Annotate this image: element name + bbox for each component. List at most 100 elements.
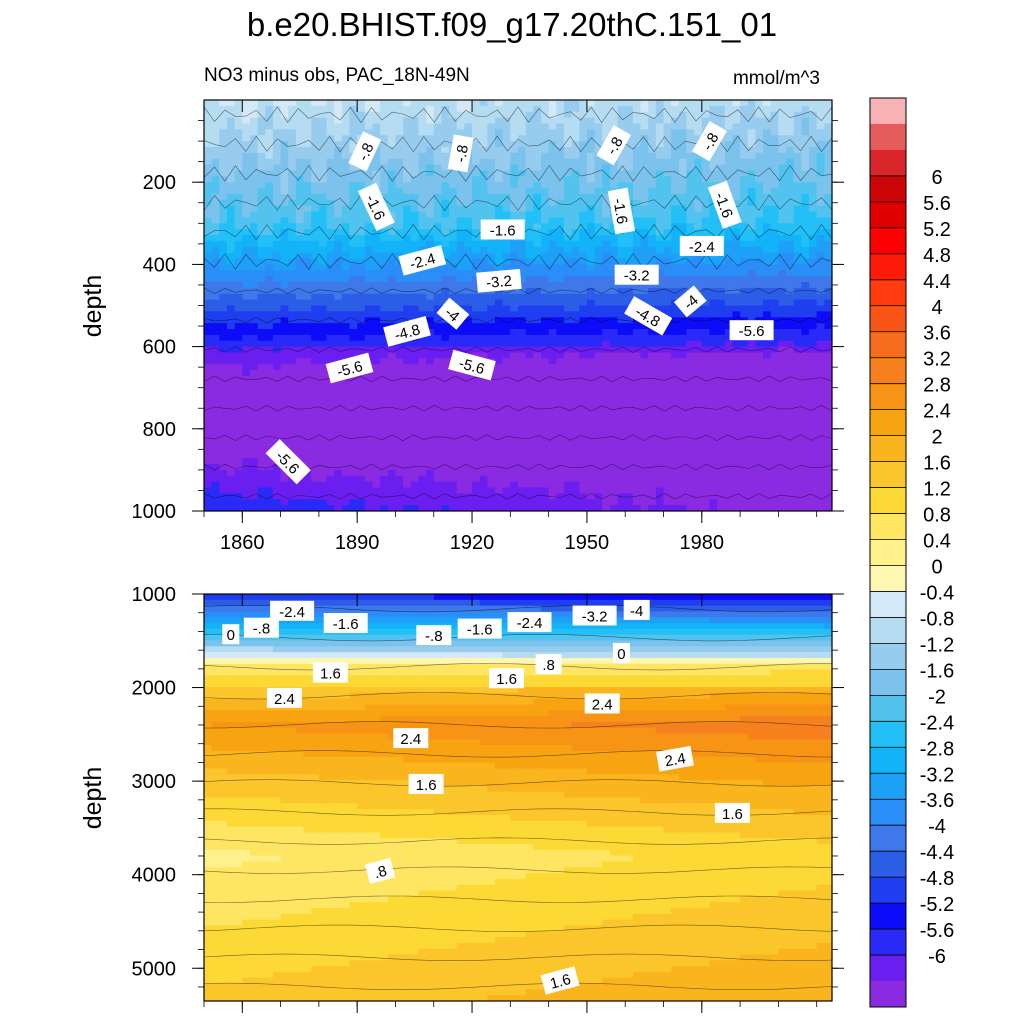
field-cell xyxy=(204,311,213,318)
field-cell xyxy=(709,393,718,401)
field-cell xyxy=(418,176,427,183)
field-cell xyxy=(410,469,420,477)
field-cell xyxy=(510,434,519,442)
field-cell xyxy=(678,417,688,424)
field-cell xyxy=(717,364,726,371)
field-cell xyxy=(632,188,642,195)
field-cell xyxy=(701,422,711,430)
field-cell xyxy=(487,264,496,271)
field-cell xyxy=(341,129,351,136)
field-cell xyxy=(694,317,703,324)
field-cell xyxy=(709,264,718,271)
field-cell xyxy=(594,188,603,195)
field-cell xyxy=(747,193,757,201)
field-cell xyxy=(387,422,397,430)
field-cell xyxy=(678,164,688,172)
field-cell xyxy=(556,299,565,307)
field-cell xyxy=(525,100,534,107)
field-cell xyxy=(410,129,420,136)
field-cell xyxy=(586,111,596,119)
field-cell xyxy=(632,199,642,207)
field-cell xyxy=(640,458,649,465)
field-cell xyxy=(740,141,749,148)
field-cell xyxy=(556,464,565,471)
field-cell xyxy=(479,293,488,301)
field-cell xyxy=(724,352,734,359)
field-cell xyxy=(334,199,343,207)
field-cell xyxy=(533,364,542,371)
field-cell xyxy=(571,299,580,307)
field-cell xyxy=(410,434,420,442)
field-cell xyxy=(740,358,749,365)
field-cell xyxy=(257,270,266,277)
field-cell xyxy=(341,270,351,277)
field-cell xyxy=(686,475,695,483)
field-cell xyxy=(625,499,634,506)
field-cell xyxy=(341,264,351,271)
field-cell xyxy=(609,440,619,448)
field-cell xyxy=(234,270,243,277)
field-cell xyxy=(671,111,680,119)
field-cell xyxy=(563,358,573,365)
field-cell xyxy=(387,464,397,471)
field-cell xyxy=(663,117,672,125)
field-cell xyxy=(747,235,757,242)
field-cell xyxy=(533,375,542,383)
field-cell xyxy=(502,381,511,389)
field-cell xyxy=(364,434,374,442)
field-cell xyxy=(694,469,703,477)
field-cell xyxy=(349,487,358,494)
field-cell xyxy=(387,417,397,424)
field-cell xyxy=(671,458,680,465)
field-cell xyxy=(303,199,312,207)
field-cell xyxy=(280,246,289,254)
field-cell xyxy=(533,370,542,377)
field-cell xyxy=(295,346,305,354)
field-cell xyxy=(433,270,443,277)
field-cell xyxy=(418,381,427,389)
field-cell xyxy=(410,505,420,511)
field-cell xyxy=(556,105,565,113)
field-cell xyxy=(410,193,420,201)
field-cell xyxy=(640,381,649,389)
field-cell xyxy=(272,422,282,430)
field-cell xyxy=(311,334,320,342)
field-cell xyxy=(709,223,718,230)
field-cell xyxy=(617,164,626,172)
field-cell xyxy=(272,188,282,195)
field-cell xyxy=(226,293,236,301)
field-cell xyxy=(594,258,603,265)
field-cell xyxy=(740,405,749,412)
field-cell xyxy=(648,446,657,453)
field-cell xyxy=(694,422,703,430)
field-cell xyxy=(563,469,573,477)
field-cell xyxy=(280,293,289,301)
field-cell xyxy=(433,229,443,236)
field-cell xyxy=(525,235,534,242)
field-cell xyxy=(732,375,741,383)
field-cell xyxy=(609,270,619,277)
field-cell xyxy=(426,464,435,471)
field-cell xyxy=(249,334,259,342)
field-cell xyxy=(204,223,213,230)
field-cell xyxy=(295,176,305,183)
field-cell xyxy=(318,381,328,389)
field-cell xyxy=(334,405,343,412)
field-cell xyxy=(495,264,504,271)
field-cell xyxy=(464,334,473,342)
field-cell xyxy=(487,446,496,453)
field-cell xyxy=(318,176,328,183)
field-cell xyxy=(387,105,397,113)
field-cell xyxy=(380,182,389,189)
field-cell xyxy=(364,305,374,312)
field-cell xyxy=(318,399,328,406)
field-cell xyxy=(295,428,305,436)
field-cell xyxy=(548,164,557,172)
field-cell xyxy=(318,440,328,448)
field-cell xyxy=(288,317,297,324)
field-cell xyxy=(357,487,366,494)
field-cell xyxy=(563,229,573,236)
field-cell xyxy=(280,370,289,377)
field-cell xyxy=(403,193,412,201)
field-cell xyxy=(341,176,351,183)
